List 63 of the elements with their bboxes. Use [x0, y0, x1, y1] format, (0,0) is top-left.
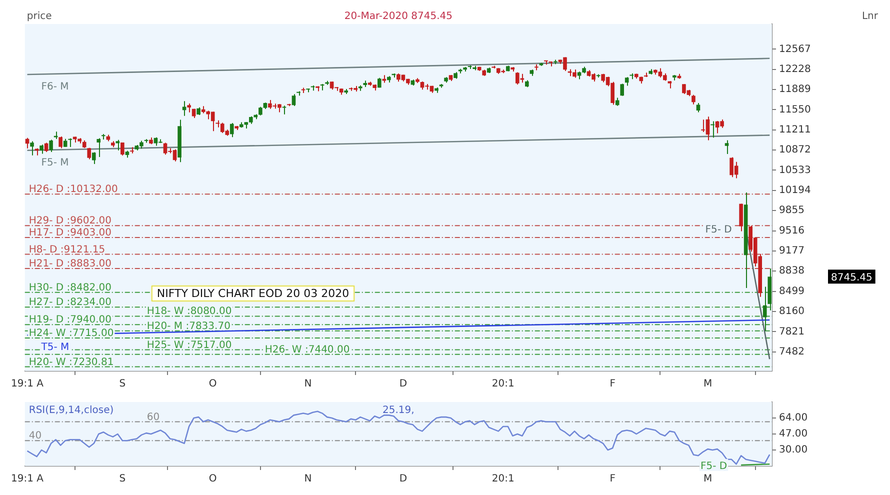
chart-title: RSI(E,9,14,close): [28, 405, 114, 416]
y-tick-label: 11211: [779, 124, 811, 136]
x-tick-label: F: [610, 474, 616, 485]
x-tick-label: F: [610, 378, 616, 390]
y-tick-label: 8160: [779, 306, 804, 318]
ref-line-label: H21- D :8883.00: [28, 258, 112, 270]
annotation: NIFTY DILY CHART EOD 20 03 2020: [156, 286, 350, 300]
y-tick-label: 7482: [779, 346, 804, 358]
ref-line-label: H25- W :7517.00: [146, 340, 232, 351]
ref-line-label: H29- D :9602.00: [28, 216, 112, 227]
x-tick-label: M: [703, 474, 712, 485]
y-tick-label: 9855: [779, 205, 804, 216]
ref-line-label: H26- W :7440.00: [264, 344, 350, 356]
ref-line-label: H30- D :8482.00: [28, 282, 112, 294]
text: price: [26, 11, 52, 22]
ref-line-label: 60: [146, 412, 160, 423]
chart-title: 20-Mar-2020 8745.45: [344, 11, 453, 22]
x-tick-label: 19:1 A: [11, 378, 44, 390]
y-tick-label: 11889: [779, 84, 811, 96]
ref-line-label: H19- D :7940.00: [28, 314, 112, 326]
x-tick-label: 19:1 A: [11, 474, 44, 485]
y-tick-label: 9177: [779, 246, 804, 257]
ref-line-label: H8- D :9121.15: [28, 244, 106, 256]
ref-line-label: 40: [28, 430, 42, 442]
x-tick-label: 20:1: [492, 378, 514, 390]
x-tick-label: N: [304, 378, 312, 390]
x-tick-label: S: [119, 474, 126, 485]
series-label: F5- D: [700, 461, 728, 472]
series-label: T5- M: [40, 342, 70, 354]
y-tick-label: 7821: [779, 326, 804, 338]
annotation: 25.19,: [382, 405, 414, 416]
ref-line-label: H24- W :7715.00: [28, 328, 114, 339]
x-tick-label: D: [399, 474, 408, 485]
series-label: F5- D: [705, 224, 732, 236]
y-tick-label: 8838: [779, 266, 804, 277]
y-tick-label: 12228: [779, 64, 811, 75]
x-tick-label: D: [399, 378, 408, 390]
x-tick-label: S: [119, 378, 126, 390]
ref-line-label: H20- W :7230.81: [28, 356, 114, 368]
y-tick-label: 10194: [779, 185, 811, 196]
ref-line-label: H18- W :8080.00: [146, 306, 232, 318]
ref-line-label: H27- D :8234.00: [28, 297, 112, 308]
y-tick-label: 64.00: [779, 412, 808, 424]
y-tick-label: 8499: [779, 286, 804, 297]
ref-line-label: H17- D :9403.00: [28, 227, 112, 238]
y-tick-label: 10872: [779, 144, 811, 156]
x-tick-label: O: [208, 378, 217, 390]
y-tick-label: 47.00: [779, 428, 808, 440]
y-tick-label: 9516: [779, 225, 804, 236]
series-label: F5- M: [41, 157, 69, 168]
series-label: F6- M: [41, 81, 69, 92]
x-tick-label: N: [304, 474, 312, 485]
text: Lnr: [862, 11, 879, 22]
x-tick-label: 20:1: [492, 474, 514, 485]
y-tick-label: 11550: [779, 104, 811, 116]
ref-line-label: H20- M :7833.70: [146, 320, 230, 332]
x-tick-label: M: [703, 378, 712, 390]
y-tick-label: 12567: [779, 44, 811, 55]
y-tick-label: 30.00: [779, 444, 808, 456]
y-tick-label: 10533: [779, 164, 811, 176]
ref-line-label: H26- D :10132.00: [28, 184, 118, 196]
x-tick-label: O: [208, 474, 217, 485]
text: 8745.45: [831, 272, 872, 284]
